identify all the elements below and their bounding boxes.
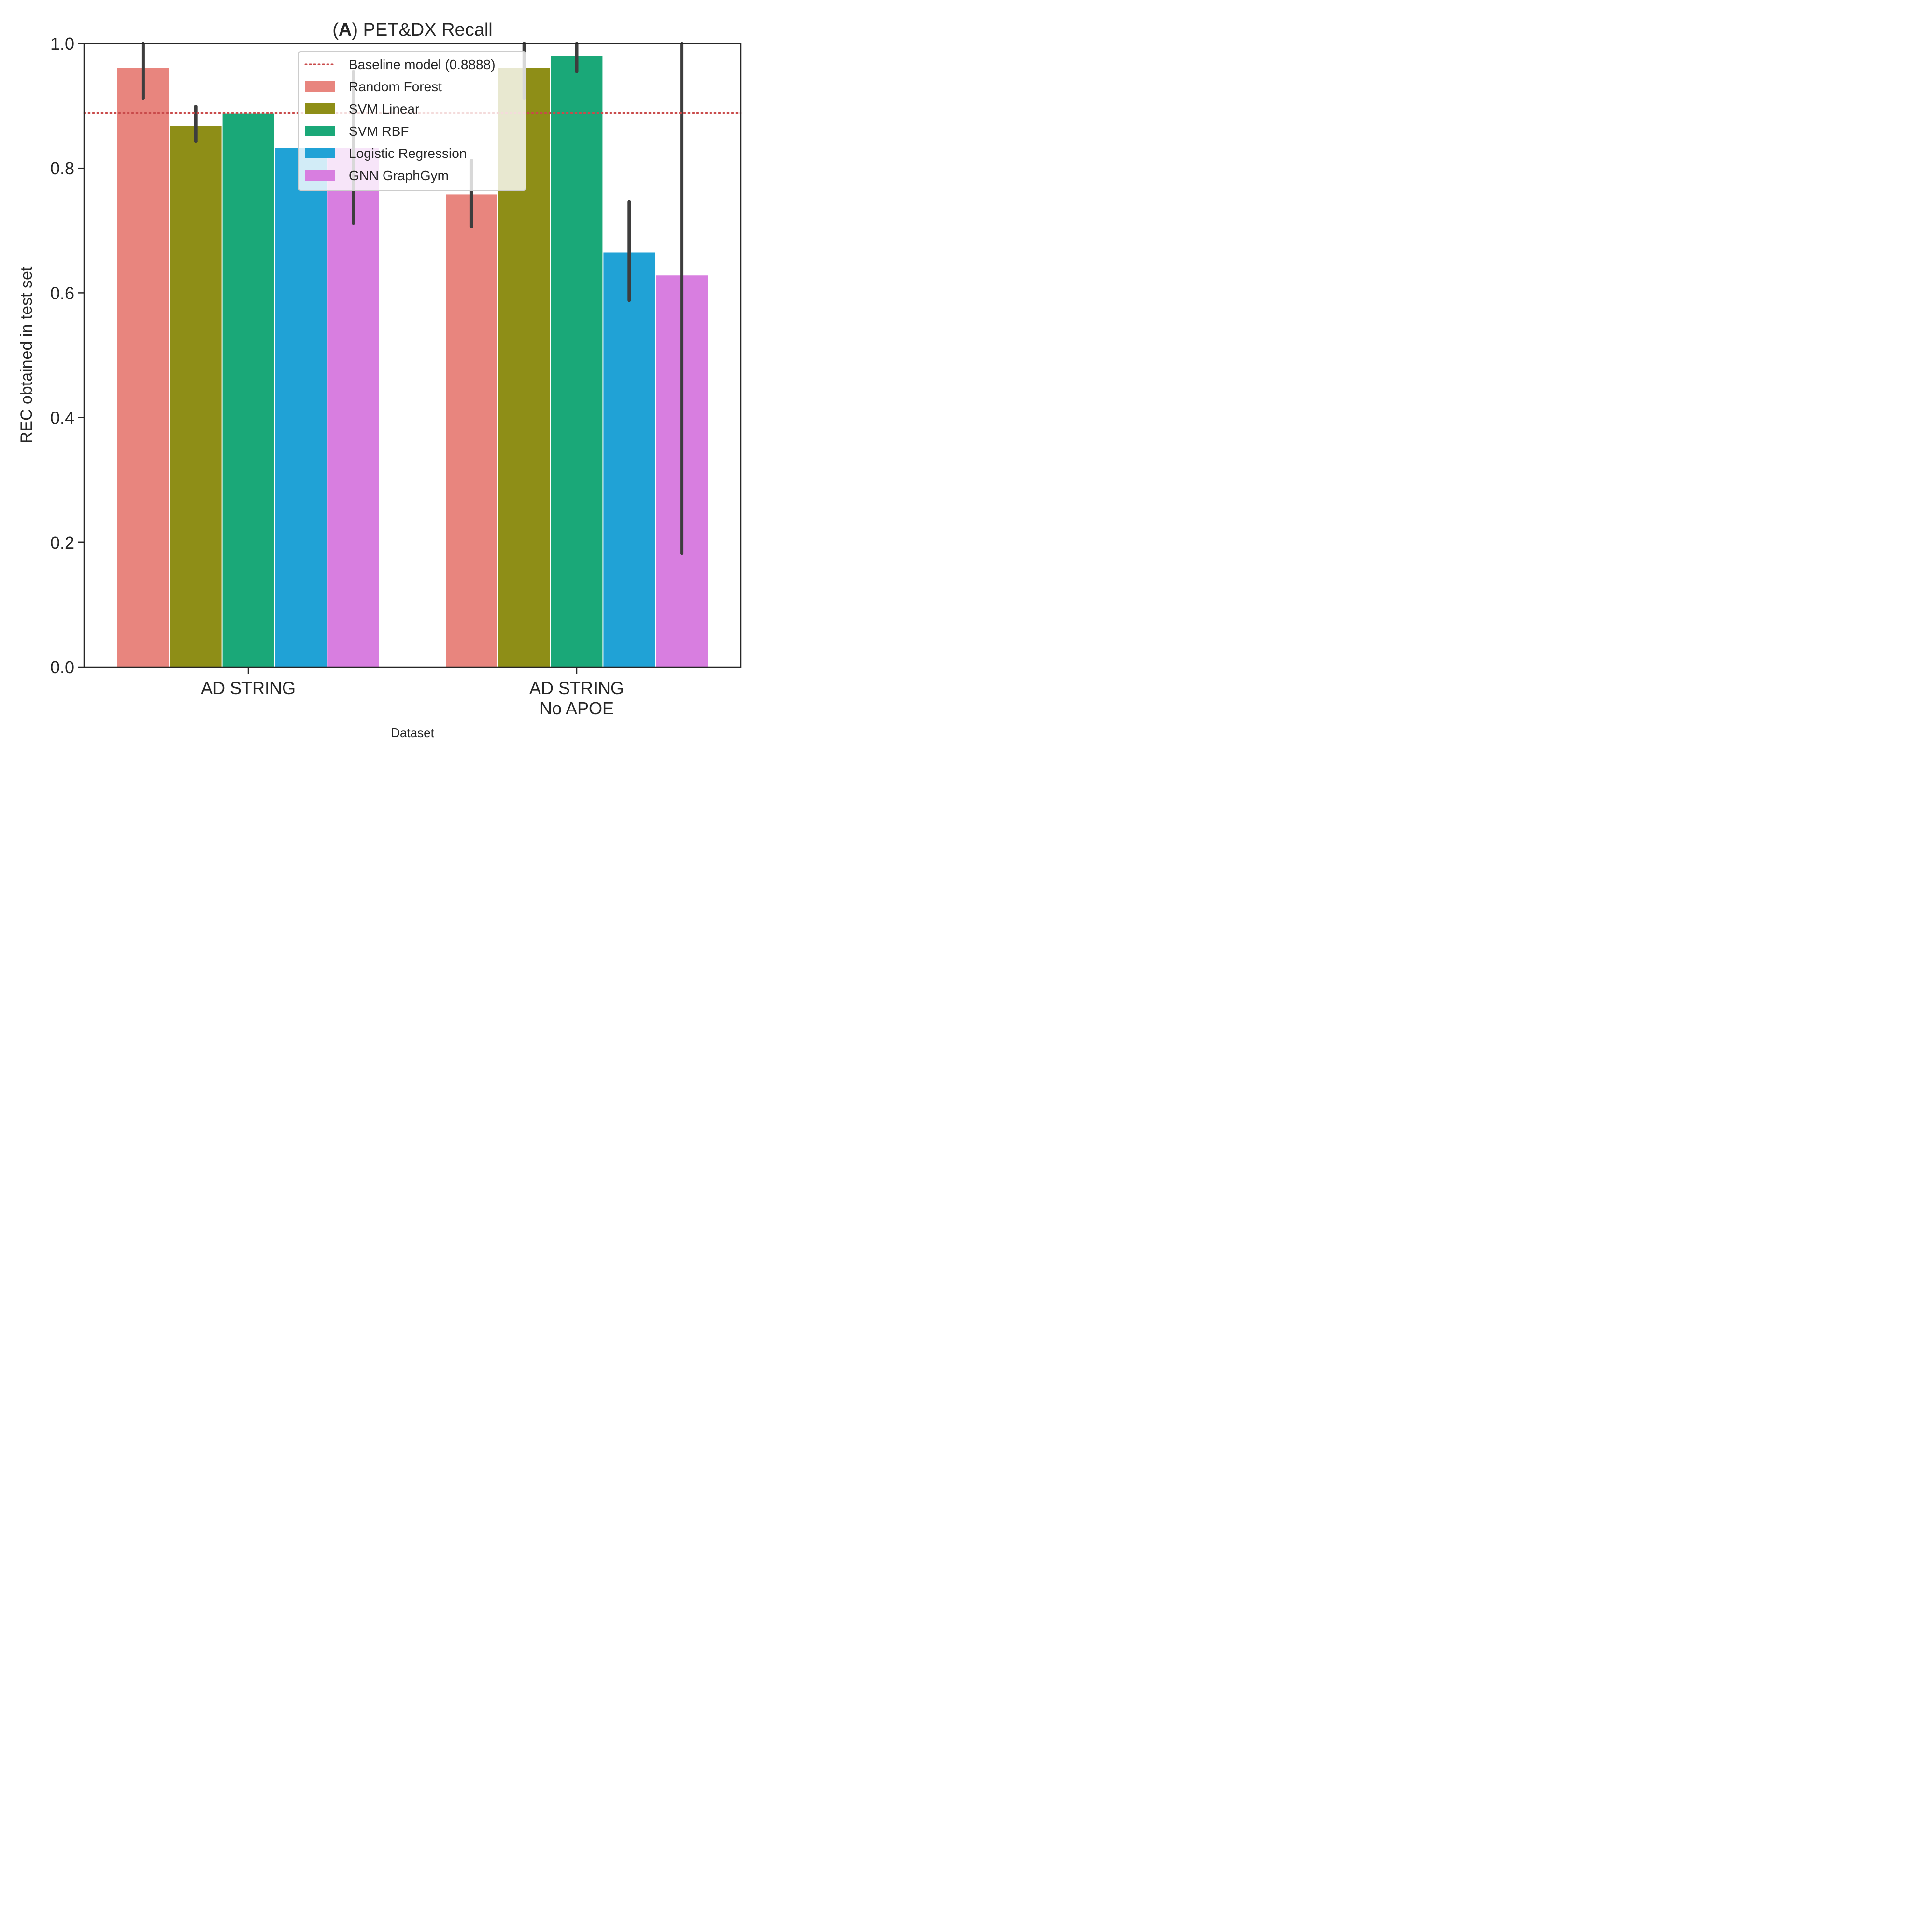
bar-logistic-regression-1 <box>603 252 655 667</box>
legend-swatch-logistic-regression <box>305 148 335 158</box>
legend-label-gnn-graphgym: GNN GraphGym <box>349 168 449 183</box>
legend-baseline-label: Baseline model (0.8888) <box>349 57 496 72</box>
bar-random-forest-1 <box>446 194 497 667</box>
y-tick-label: 0.6 <box>50 283 74 303</box>
y-axis-title: REC obtained in test set <box>17 266 36 443</box>
y-tick-label: 0.2 <box>50 533 74 553</box>
plot-frame <box>83 43 742 668</box>
bar-chart: (A) PET&DX Recall 0.0 0.2 0.4 0.6 0.8 1.0 AD … <box>0 0 757 757</box>
x-tick-label: AD STRING <box>201 678 296 698</box>
y-tick-label: 1.0 <box>50 34 74 54</box>
x-tick-label: AD STRING <box>529 678 624 698</box>
bar-gnn-graphgym-0 <box>327 148 379 668</box>
chart-title: (A) PET&DX Recall <box>332 20 493 40</box>
legend-label-svm-rbf: SVM RBF <box>349 124 409 139</box>
legend-swatch-svm-linear <box>305 103 335 114</box>
x-tick-label: No APOE <box>540 698 614 718</box>
y-tick-label: 0.4 <box>50 408 74 428</box>
legend-swatch-gnn-graphgym <box>305 170 335 181</box>
bar-svm-linear-0 <box>170 126 222 667</box>
bar-svm-rbf-0 <box>222 113 274 667</box>
y-tick-label: 0.0 <box>50 657 74 677</box>
legend-swatch-svm-rbf <box>305 126 335 136</box>
legend-label-logistic-regression: Logistic Regression <box>349 146 467 161</box>
x-axis-title: Dataset <box>391 725 434 740</box>
y-tick-label: 0.8 <box>50 158 74 178</box>
legend: Baseline model (0.8888) Random Forest SVM … <box>298 51 526 191</box>
y-axis: 0.0 0.2 0.4 0.6 0.8 1.0 <box>50 34 84 677</box>
bar-random-forest-0 <box>117 68 169 667</box>
legend-swatch-random-forest <box>305 81 335 92</box>
chart-title-text: PET&DX Recall <box>363 20 493 40</box>
chart-title-prefix: A <box>339 20 352 40</box>
bar-logistic-regression-0 <box>275 148 327 668</box>
legend-label-svm-linear: SVM Linear <box>349 101 419 116</box>
legend-box <box>298 51 526 191</box>
bar-svm-rbf-1 <box>551 56 603 668</box>
legend-label-random-forest: Random Forest <box>349 79 442 94</box>
bars-group <box>117 56 708 668</box>
